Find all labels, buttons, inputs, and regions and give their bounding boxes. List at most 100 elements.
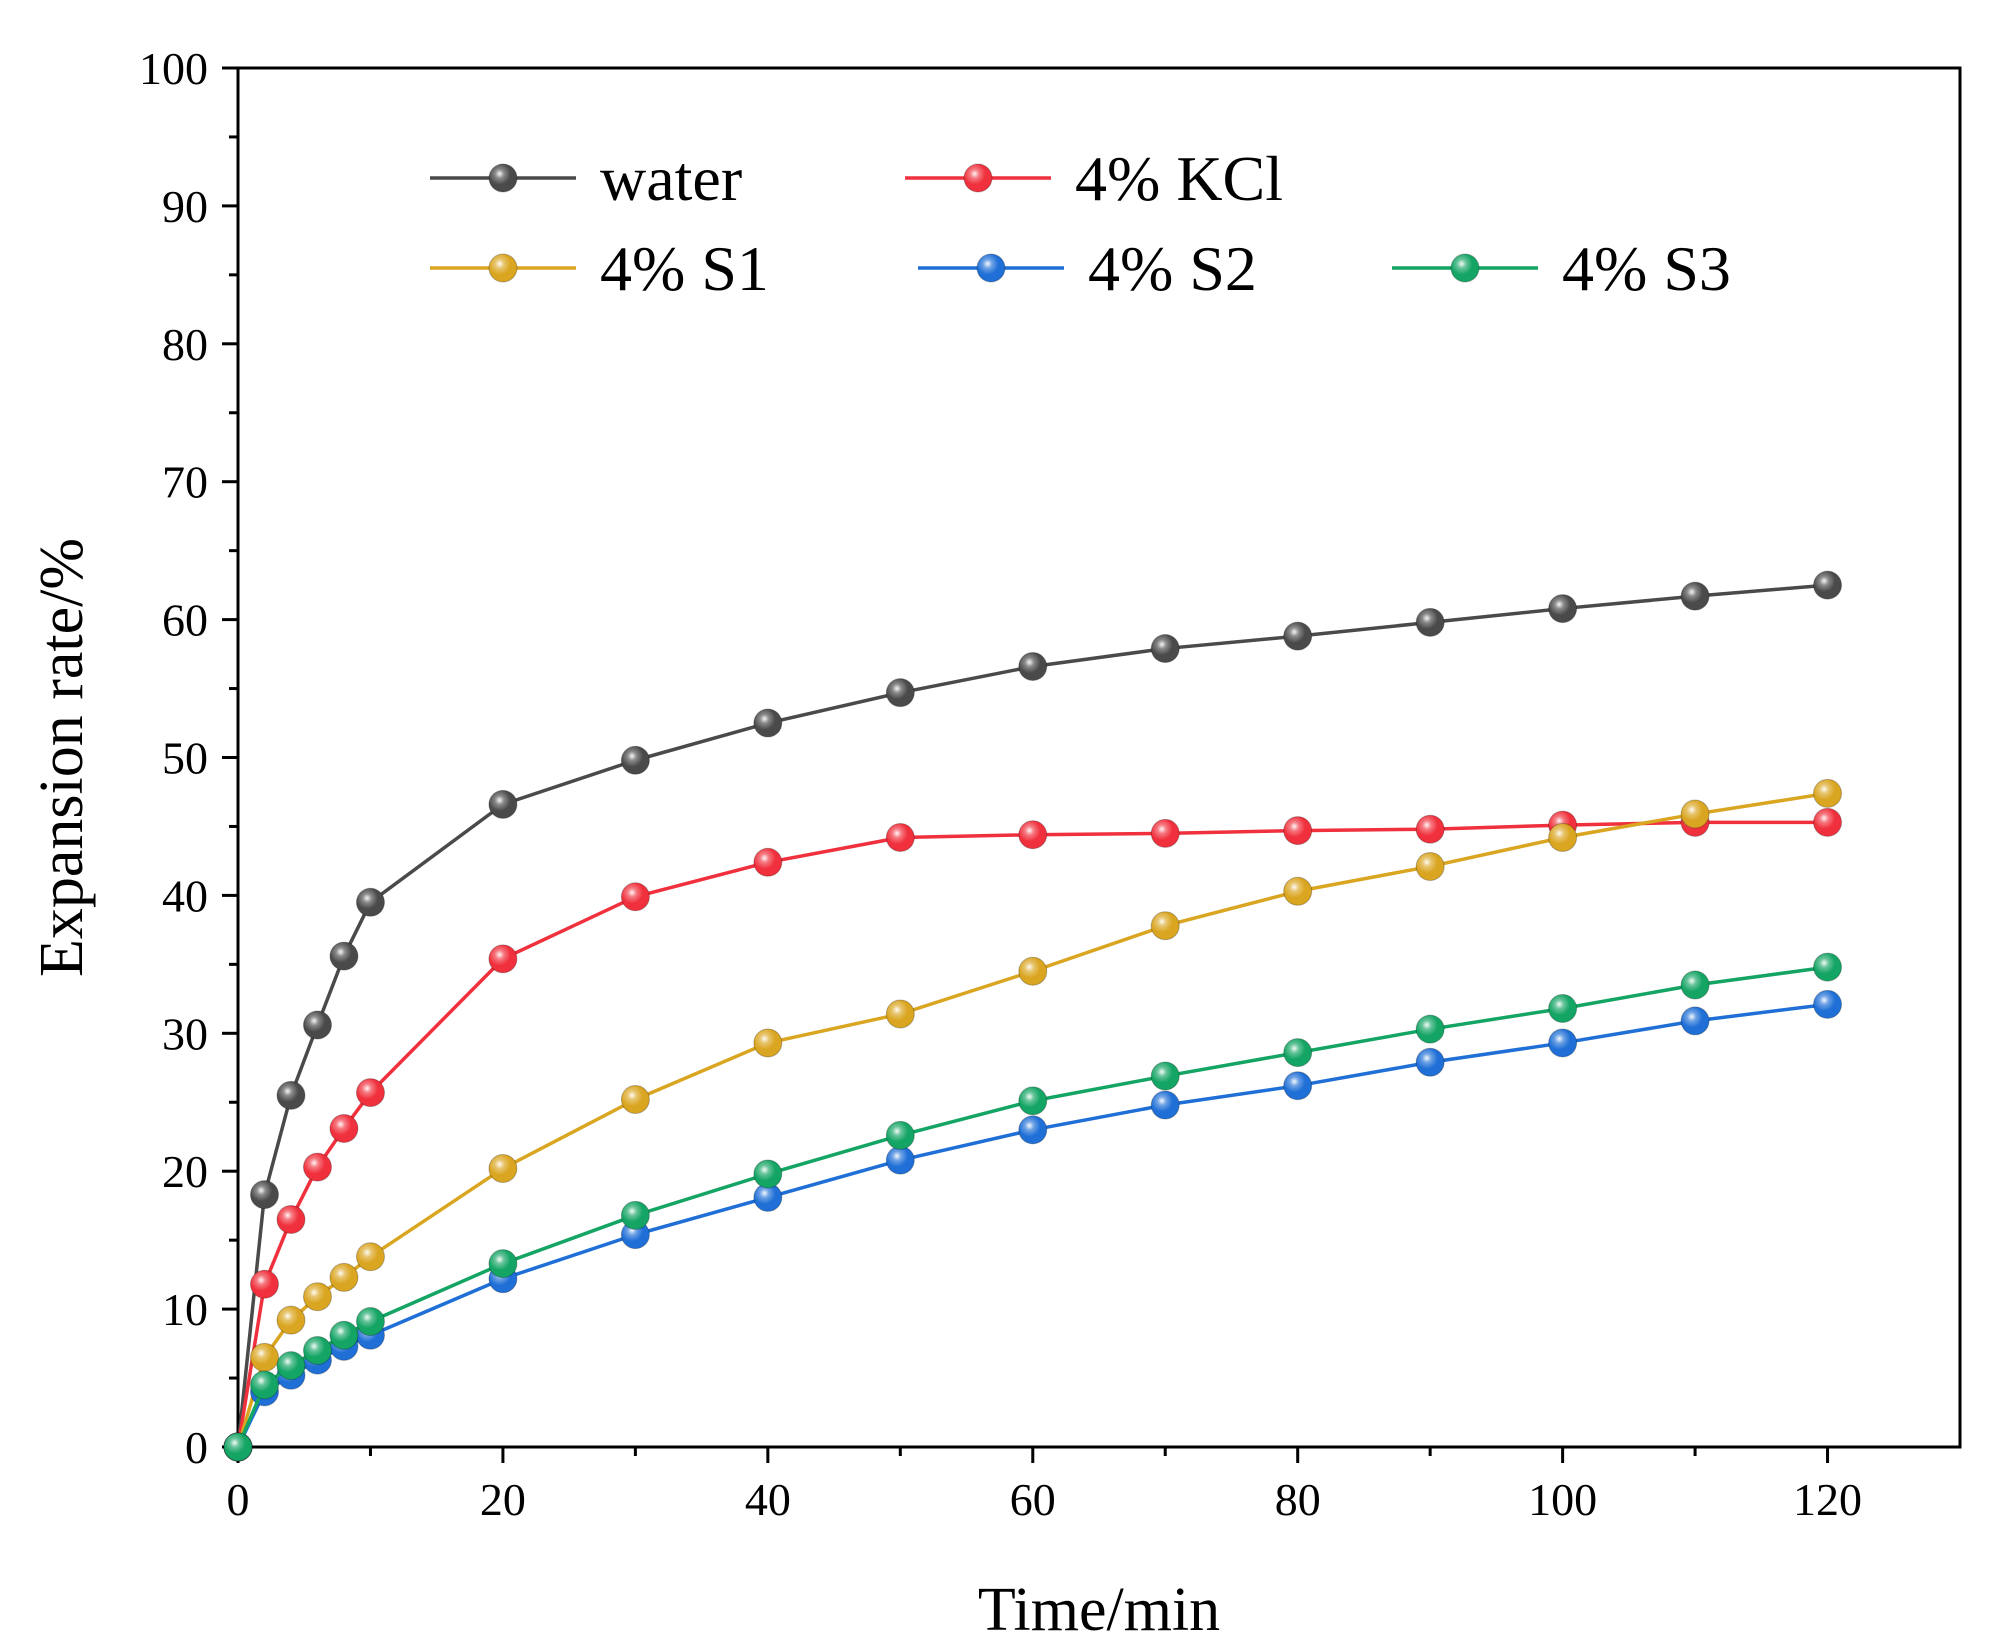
data-point (302, 1282, 332, 1312)
data-point (1283, 1038, 1313, 1068)
data-point (302, 1010, 332, 1040)
data-point (1415, 1014, 1445, 1044)
data-point (276, 1204, 306, 1234)
x-tick-label: 120 (1793, 1474, 1862, 1525)
data-point (1548, 594, 1578, 624)
data-point (1150, 911, 1180, 941)
data-point (1813, 952, 1843, 982)
x-tick-label: 0 (227, 1474, 250, 1525)
y-tick-label: 60 (162, 595, 208, 646)
series-4-s3 (223, 952, 1843, 1462)
data-point (1150, 1090, 1180, 1120)
data-point (1283, 1071, 1313, 1101)
data-point (1415, 814, 1445, 844)
data-point (1150, 818, 1180, 848)
data-point (276, 1080, 306, 1110)
data-point (302, 1152, 332, 1182)
legend-label: 4% S3 (1562, 233, 1731, 304)
data-point (620, 1200, 650, 1230)
data-point (1018, 956, 1048, 986)
data-point (1150, 634, 1180, 664)
legend-item: 4% S3 (1392, 233, 1731, 304)
data-point (223, 1432, 253, 1462)
y-tick-label: 100 (139, 43, 208, 94)
x-tick-label: 100 (1528, 1474, 1597, 1525)
data-point (1018, 1115, 1048, 1145)
x-axis-title: Time/min (978, 1576, 1220, 1644)
data-point (1548, 993, 1578, 1023)
legend-marker (488, 163, 518, 193)
data-point (753, 1159, 783, 1189)
data-point (1813, 989, 1843, 1019)
data-point (753, 1182, 783, 1212)
series-4-s1 (223, 778, 1843, 1462)
data-point (885, 678, 915, 708)
data-point (1813, 778, 1843, 808)
data-point (753, 847, 783, 877)
legend-item: 4% S1 (430, 233, 769, 304)
x-tick-label: 80 (1275, 1474, 1321, 1525)
legend-marker (488, 253, 518, 283)
series-line (236, 1002, 1828, 1448)
legend-item: water (430, 143, 742, 214)
data-point (1283, 816, 1313, 846)
data-point (620, 1220, 650, 1250)
y-axis-title: Expansion rate/% (28, 538, 96, 977)
data-point (276, 1305, 306, 1335)
data-point (329, 941, 359, 971)
data-point (1415, 851, 1445, 881)
data-point (249, 1269, 279, 1299)
x-tick-label: 40 (745, 1474, 791, 1525)
data-point (329, 1320, 359, 1350)
data-point (1680, 970, 1710, 1000)
data-point (488, 789, 518, 819)
data-point (355, 887, 385, 917)
legend-label: water (600, 143, 742, 214)
data-point (249, 1342, 279, 1372)
data-point (329, 1262, 359, 1292)
data-point (355, 1307, 385, 1337)
x-axis-ticks: 0 20 40 60 80 100 120 (227, 1447, 1862, 1525)
data-point (1680, 799, 1710, 829)
data-point (1680, 1006, 1710, 1036)
data-point (885, 822, 915, 852)
data-point (1018, 651, 1048, 681)
series-layer (223, 570, 1843, 1462)
y-axis-ticks: 0 10 20 30 40 50 60 70 80 90 100 (139, 43, 238, 1473)
data-point (885, 1145, 915, 1175)
data-point (249, 1370, 279, 1400)
legend-marker (1450, 253, 1480, 283)
data-point (488, 1153, 518, 1183)
data-point (1415, 607, 1445, 637)
legend-marker (963, 163, 993, 193)
y-tick-label: 50 (162, 733, 208, 784)
data-point (1548, 1028, 1578, 1058)
data-point (276, 1351, 306, 1381)
x-tick-label: 60 (1010, 1474, 1056, 1525)
x-tick-label: 20 (480, 1474, 526, 1525)
data-point (1018, 1086, 1048, 1116)
y-tick-label: 70 (162, 457, 208, 508)
data-point (302, 1335, 332, 1365)
data-point (1283, 621, 1313, 651)
data-point (1150, 1061, 1180, 1091)
data-point (329, 1113, 359, 1143)
legend-label: 4% S2 (1088, 233, 1257, 304)
y-tick-label: 0 (185, 1422, 208, 1473)
data-point (1018, 820, 1048, 850)
data-point (620, 745, 650, 775)
y-tick-label: 30 (162, 1008, 208, 1059)
series-water (223, 570, 1843, 1462)
data-point (753, 708, 783, 738)
legend: water 4% KCl 4% S1 4% S2 4% S3 (430, 143, 1731, 304)
data-point (1680, 581, 1710, 611)
data-point (1283, 876, 1313, 906)
legend-marker (976, 253, 1006, 283)
y-tick-label: 10 (162, 1284, 208, 1335)
data-point (620, 882, 650, 912)
y-tick-label: 80 (162, 319, 208, 370)
legend-item: 4% S2 (918, 233, 1257, 304)
data-point (355, 1078, 385, 1108)
data-point (1813, 570, 1843, 600)
